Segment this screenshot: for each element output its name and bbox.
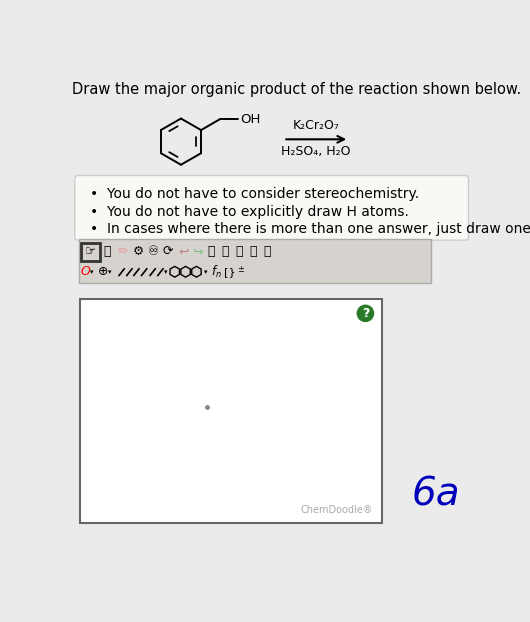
Text: 🎨: 🎨 bbox=[263, 245, 271, 258]
Text: K₂Cr₂O₇: K₂Cr₂O₇ bbox=[293, 119, 340, 132]
Text: ✏: ✏ bbox=[118, 245, 128, 258]
Text: $\mathit{f}_n$: $\mathit{f}_n$ bbox=[211, 264, 222, 280]
Text: ↪: ↪ bbox=[192, 245, 202, 258]
Text: ⟳: ⟳ bbox=[163, 245, 173, 258]
Text: H₂SO₄, H₂O: H₂SO₄, H₂O bbox=[281, 146, 351, 159]
Text: ⚙: ⚙ bbox=[132, 245, 144, 258]
Text: ±: ± bbox=[237, 265, 244, 274]
Text: O: O bbox=[81, 265, 91, 278]
Text: •  You do not have to explicitly draw H atoms.: • You do not have to explicitly draw H a… bbox=[90, 205, 409, 219]
Text: 6a: 6a bbox=[412, 475, 460, 513]
FancyBboxPatch shape bbox=[75, 175, 469, 240]
Text: ▾: ▾ bbox=[204, 269, 208, 275]
Text: ChemDoodle®: ChemDoodle® bbox=[301, 505, 373, 515]
Text: 📋: 📋 bbox=[222, 245, 229, 258]
Text: Draw the major organic product of the reaction shown below.: Draw the major organic product of the re… bbox=[73, 82, 522, 97]
FancyBboxPatch shape bbox=[80, 299, 383, 522]
Text: ▾: ▾ bbox=[164, 269, 167, 275]
Text: ♾: ♾ bbox=[148, 245, 160, 258]
Text: OH: OH bbox=[240, 113, 260, 126]
Text: 🔔: 🔔 bbox=[207, 245, 215, 258]
FancyBboxPatch shape bbox=[78, 239, 430, 282]
Text: ↩: ↩ bbox=[178, 245, 189, 258]
Text: ☞: ☞ bbox=[85, 245, 96, 258]
Text: 🧴: 🧴 bbox=[103, 245, 111, 258]
Circle shape bbox=[357, 305, 374, 322]
Text: 🔎: 🔎 bbox=[249, 245, 257, 258]
Text: •  You do not have to consider stereochemistry.: • You do not have to consider stereochem… bbox=[90, 187, 419, 201]
Text: ▾: ▾ bbox=[108, 269, 111, 275]
Text: ⊕: ⊕ bbox=[98, 265, 109, 278]
Text: •  In cases where there is more than one answer, just draw one.: • In cases where there is more than one … bbox=[90, 223, 530, 236]
Text: ?: ? bbox=[361, 307, 369, 320]
Text: ▾: ▾ bbox=[90, 269, 94, 275]
Text: 🔍: 🔍 bbox=[235, 245, 243, 258]
Text: [}: [} bbox=[224, 267, 236, 277]
FancyBboxPatch shape bbox=[81, 243, 100, 261]
